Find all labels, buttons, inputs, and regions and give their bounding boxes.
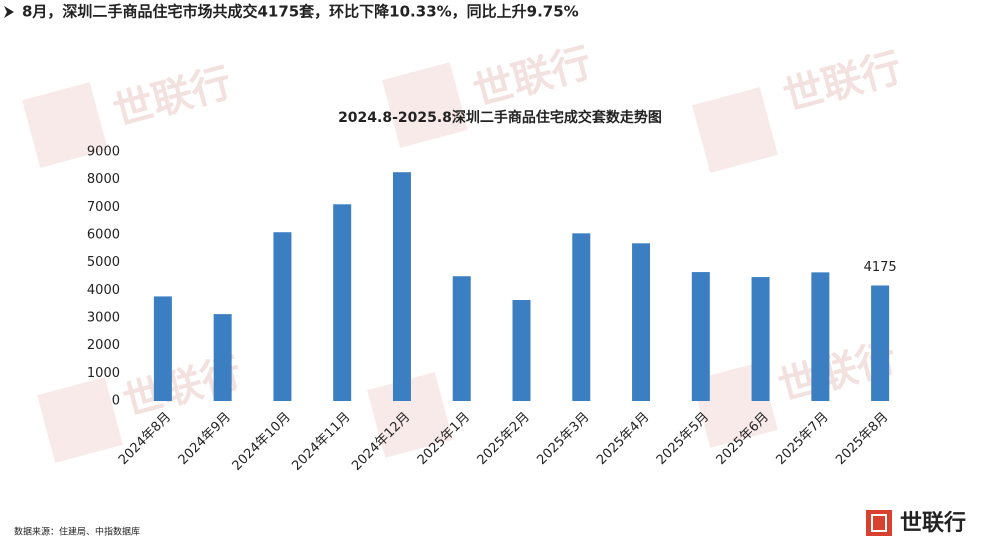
x-tick-label: 2024年11月: [289, 410, 353, 474]
logo-icon: [866, 510, 892, 536]
watermark-icon: [382, 62, 468, 148]
y-tick-label: 5000: [87, 255, 120, 270]
y-tick-label: 6000: [87, 228, 120, 243]
bar: [751, 277, 770, 401]
x-tick-label: 2025年2月: [475, 410, 533, 468]
bar: [632, 243, 651, 401]
y-tick-label: 8000: [87, 172, 120, 187]
header: 8月，深圳二手商品住宅市场共成交4175套，环比下降10.33%，同比上升9.7…: [22, 3, 579, 21]
bullet-arrow: [4, 6, 14, 18]
bar: [871, 285, 890, 401]
x-tick-label: 2025年7月: [773, 410, 831, 468]
watermark: 世联行: [779, 45, 907, 120]
watermark-icon: [37, 377, 123, 463]
watermark: 世联行: [469, 40, 597, 115]
bar: [273, 232, 292, 401]
x-tick-label: 2025年8月: [833, 410, 891, 468]
bar: [572, 233, 591, 401]
bar: [153, 296, 172, 401]
bar: [811, 272, 830, 401]
watermark-icon: [692, 87, 778, 173]
x-tick-label: 2025年4月: [594, 410, 652, 468]
y-tick-label: 3000: [87, 311, 120, 326]
bar: [691, 272, 710, 401]
y-tick-label: 4000: [87, 283, 120, 298]
bar: [333, 204, 352, 401]
y-tick-label: 0: [112, 394, 120, 409]
y-tick-label: 1000: [87, 366, 120, 381]
data-label: 4175: [864, 260, 897, 275]
y-tick-label: 9000: [87, 145, 120, 160]
watermark-icon: [22, 82, 108, 168]
x-tick-label: 2025年3月: [534, 410, 592, 468]
x-tick-label: 2024年10月: [230, 410, 294, 474]
bar: [392, 172, 411, 401]
x-tick-label: 2025年5月: [654, 410, 712, 468]
bar: [452, 276, 471, 401]
chart-title: 2024.8-2025.8深圳二手商品住宅成交套数走势图: [338, 109, 662, 126]
watermark: 世联行: [109, 60, 237, 135]
bar: [512, 300, 531, 401]
watermark-icon: [367, 372, 453, 458]
source: 数据来源：住建局、中指数据库: [14, 526, 140, 538]
bar: [213, 314, 232, 401]
x-tick-label: 2024年9月: [176, 410, 234, 468]
logo-icon-mark: [871, 514, 887, 532]
y-tick-label: 2000: [87, 338, 120, 353]
y-tick-label: 7000: [87, 200, 120, 215]
logo: 世联行: [900, 510, 966, 536]
